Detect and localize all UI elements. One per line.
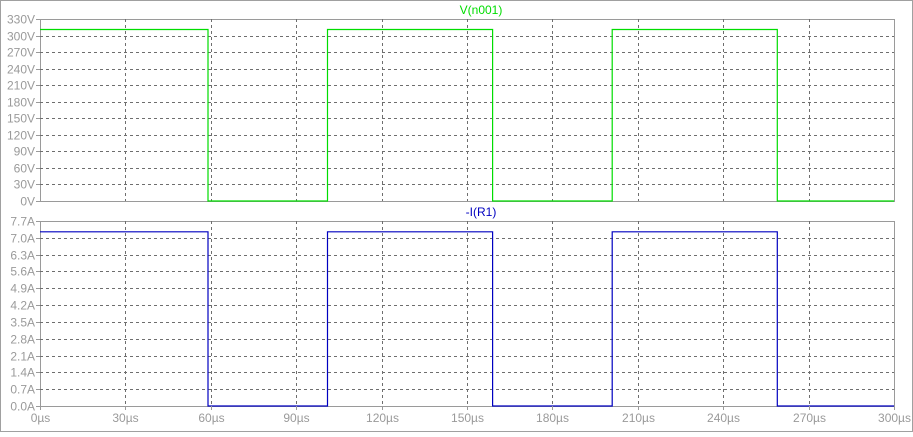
current-trace <box>40 231 894 407</box>
y-tick-label: 7.7A <box>10 215 35 229</box>
y-tick-label: 180V <box>7 96 35 110</box>
y-tick-label: 6.3A <box>10 249 35 263</box>
y-tick-label: 0.7A <box>10 383 35 397</box>
y-tick-label: 120V <box>7 129 35 143</box>
current-grid <box>40 221 894 406</box>
y-tick-label: 60V <box>14 162 35 176</box>
x-tick-label: 60µs <box>198 411 224 425</box>
y-tick-label: 3.5A <box>10 316 35 330</box>
voltage-grid <box>40 19 894 201</box>
x-tick-label: 180µs <box>536 411 569 425</box>
x-tick-label: 0µs <box>31 411 51 425</box>
voltage-pane: 0V 30V 60V 90V 120V 150V 180V 210V 240V 270V 300V 3… <box>7 3 895 209</box>
y-tick-label: 240V <box>7 63 35 77</box>
y-tick-label: 0V <box>20 195 35 209</box>
y-tick-label: 7.0A <box>10 232 35 246</box>
y-tick-label: 30V <box>14 178 35 192</box>
voltage-y-axis: 0V 30V 60V 90V 120V 150V 180V 210V 240V 270V 300V 3… <box>7 13 40 209</box>
x-tick-label: 210µs <box>622 411 655 425</box>
y-tick-label: 1.4A <box>10 366 35 380</box>
y-tick-label: 150V <box>7 112 35 126</box>
x-tick-label: 270µs <box>793 411 826 425</box>
current-pane: 0.0A 0.7A 1.4A 2.1A 2.8A 3.5A 4.2A 4.9A 5.6A 6.3A… <box>10 205 895 414</box>
voltage-trace <box>40 28 894 202</box>
x-tick-label: 300µs <box>878 411 911 425</box>
voltage-trace-title[interactable]: V(n001) <box>460 3 503 17</box>
y-tick-label: 0.0A <box>10 400 35 414</box>
y-tick-label: 210V <box>7 79 35 93</box>
y-tick-label: 4.9A <box>10 282 35 296</box>
x-tick-label: 150µs <box>451 411 484 425</box>
time-x-axis: 0µs 30µs 60µs 90µs 120µs 150µs 180µs 210µs 240µs… <box>31 406 911 425</box>
current-y-axis: 0.0A 0.7A 1.4A 2.1A 2.8A 3.5A 4.2A 4.9A 5.6A 6.3A… <box>10 215 40 414</box>
y-tick-label: 90V <box>14 145 35 159</box>
x-tick-label: 240µs <box>707 411 740 425</box>
y-tick-label: 330V <box>7 13 35 27</box>
y-tick-label: 2.8A <box>10 333 35 347</box>
y-tick-label: 2.1A <box>10 350 35 364</box>
y-tick-label: 300V <box>7 30 35 44</box>
y-tick-label: 270V <box>7 46 35 60</box>
x-tick-label: 30µs <box>112 411 138 425</box>
x-tick-label: 90µs <box>283 411 309 425</box>
x-tick-label: 120µs <box>366 411 399 425</box>
current-trace-title[interactable]: -I(R1) <box>466 205 497 219</box>
y-tick-label: 5.6A <box>10 265 35 279</box>
y-tick-label: 4.2A <box>10 299 35 313</box>
